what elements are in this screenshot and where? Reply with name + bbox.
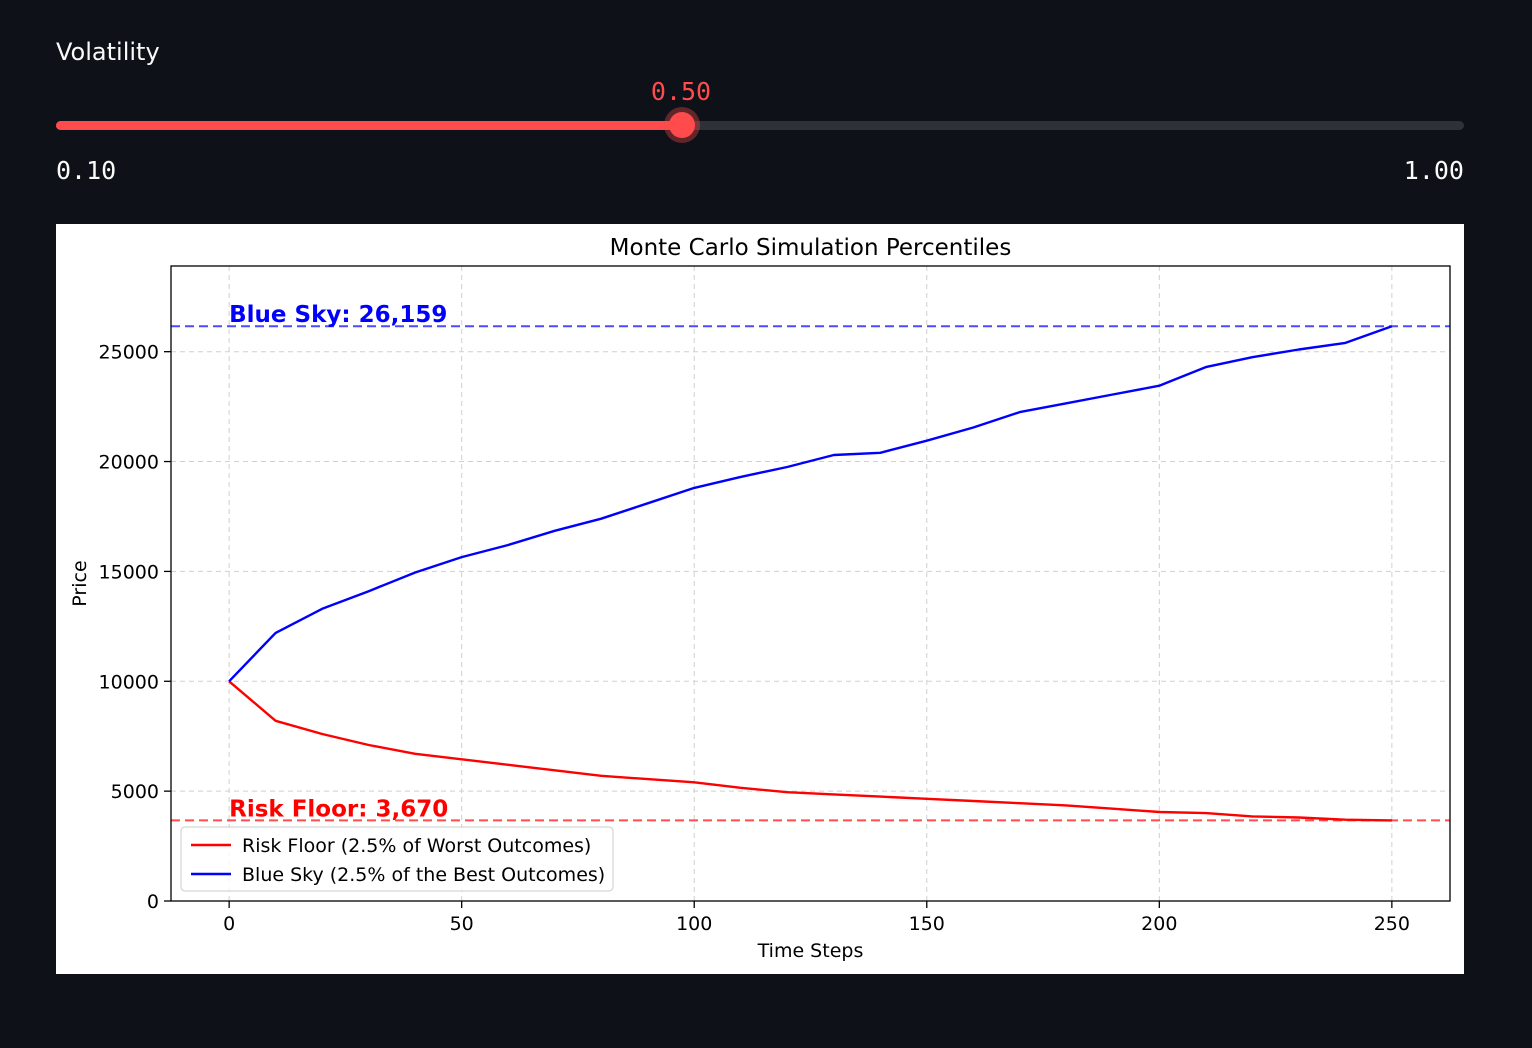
volatility-slider-max: 1.00 <box>1403 156 1464 185</box>
chart-legend: Risk Floor (2.5% of Worst Outcomes) Blue … <box>180 826 614 892</box>
y-axis-label: Price <box>69 560 91 606</box>
x-tick-label: 0 <box>223 913 235 935</box>
volatility-slider-label: Volatility <box>56 38 160 66</box>
y-tick-label: 20000 <box>99 452 159 474</box>
legend-entry: Risk Floor (2.5% of Worst Outcomes) <box>242 835 591 857</box>
x-tick-label: 200 <box>1141 913 1177 935</box>
volatility-slider-value: 0.50 <box>650 77 712 106</box>
volatility-slider-fill <box>56 121 682 130</box>
y-tick-label: 15000 <box>99 561 159 583</box>
legend-box <box>180 826 614 892</box>
chart-title: Monte Carlo Simulation Percentiles <box>610 235 1012 261</box>
x-tick-label: 250 <box>1374 913 1410 935</box>
reference-lines: Blue Sky: 26,159 Risk Floor: 3,670 <box>171 302 1450 822</box>
chart-panel: Blue Sky: 26,159 Risk Floor: 3,670 0 50 100… <box>56 224 1464 974</box>
y-tick-label: 25000 <box>99 342 159 364</box>
monte-carlo-chart: Blue Sky: 26,159 Risk Floor: 3,670 0 50 100… <box>69 235 1451 962</box>
series-line <box>228 680 1392 822</box>
y-tick-label: 0 <box>147 891 159 913</box>
volatility-slider-track[interactable] <box>56 112 1464 138</box>
series-lines <box>228 325 1393 822</box>
reference-line-label: Risk Floor: 3,670 <box>229 796 448 822</box>
volatility-slider-thumb[interactable] <box>668 112 695 138</box>
legend-entry: Blue Sky (2.5% of the Best Outcomes) <box>242 864 605 886</box>
axis-ticks: 0 50 100 150 200 250 0 5000 10000 15000 20000 25000 <box>99 342 1410 935</box>
y-tick-label: 10000 <box>99 671 159 693</box>
series-line <box>228 325 1393 683</box>
x-tick-label: 100 <box>676 913 712 935</box>
x-tick-label: 50 <box>450 913 474 935</box>
reference-line-label: Blue Sky: 26,159 <box>229 302 447 328</box>
plot-frame <box>170 265 1451 902</box>
x-tick-label: 150 <box>909 913 945 935</box>
x-axis-label: Time Steps <box>757 940 864 962</box>
y-tick-label: 5000 <box>111 781 159 803</box>
volatility-slider-min: 0.10 <box>56 156 117 185</box>
